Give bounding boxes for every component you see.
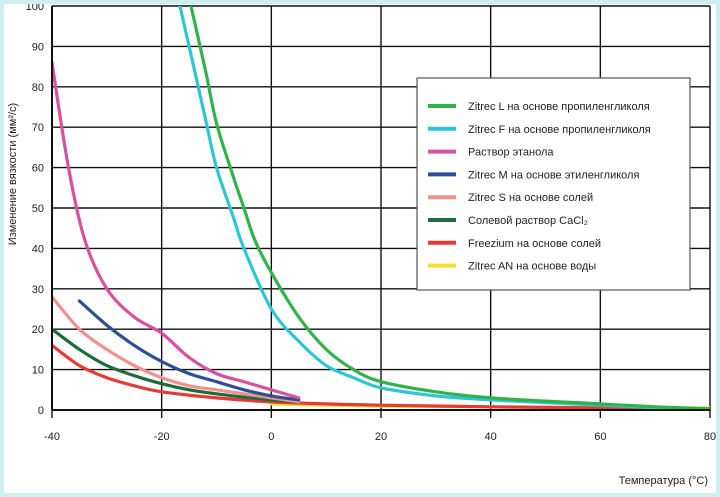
legend-entry: Zitrec M на основе этиленгликоля — [468, 169, 639, 181]
x-tick-label: -40 — [44, 431, 60, 443]
legend-entry: Zitrec AN на основе воды — [468, 261, 596, 273]
series-line-5 — [52, 295, 301, 404]
y-tick-label: 40 — [32, 243, 44, 255]
series-lines — [52, 6, 710, 411]
x-tick-label: 40 — [485, 431, 497, 443]
legend-entry: Freezium на основе солей — [468, 238, 601, 250]
x-tick-label: 20 — [375, 431, 387, 443]
y-tick-label: 80 — [32, 82, 44, 94]
x-tick-label: -20 — [154, 431, 170, 443]
legend-entry: Zitrec F на основе пропиленгликоля — [468, 124, 651, 136]
x-tick-label: 80 — [704, 431, 716, 443]
series-line-3 — [52, 61, 301, 400]
y-tick-label: 100 — [26, 4, 44, 13]
legend-entry: Zitrec S на основе солей — [468, 192, 593, 204]
series-line-7 — [52, 343, 710, 411]
axes — [51, 6, 710, 411]
legend-box — [416, 77, 691, 291]
x-tick-label: 60 — [594, 431, 606, 443]
viscosity-chart: 0 10 20 30 40 50 60 70 80 90 100 -40 -20 0 20 40 60 80 Из… — [7, 4, 716, 487]
y-tick-label: 90 — [32, 41, 44, 53]
legend-entry: Солевой раствор CaCl₂ — [468, 215, 588, 227]
series-line-4 — [77, 299, 301, 402]
x-axis-label: Температура (°C) — [619, 475, 708, 487]
y-tick-label: 10 — [32, 365, 44, 377]
y-tick-label: 20 — [32, 324, 44, 336]
y-axis-label: Изменение вязкости (мм²/с) — [7, 103, 19, 245]
y-tick-label: 60 — [32, 163, 44, 175]
y-tick-label: 30 — [32, 284, 44, 296]
legend-entry: Zitrec L на основе пропиленгликоля — [468, 101, 650, 113]
series-line-6 — [52, 327, 301, 404]
y-tick-label: 0 — [38, 405, 44, 417]
legend: Zitrec L на основе пропиленгликоля Zitrec… — [416, 77, 691, 291]
y-tick-label: 50 — [32, 203, 44, 215]
series-line-1 — [189, 6, 710, 411]
legend-entry: Раствор этанола — [468, 147, 554, 159]
x-tick-label: 0 — [268, 431, 274, 443]
tick-labels: 0 10 20 30 40 50 60 70 80 90 100 -40 -20 0 20 40 60 80 — [26, 4, 716, 443]
chart-frame: 0 10 20 30 40 50 60 70 80 90 100 -40 -20 0 20 40 60 80 Из… — [4, 4, 716, 493]
y-tick-label: 70 — [32, 122, 44, 134]
